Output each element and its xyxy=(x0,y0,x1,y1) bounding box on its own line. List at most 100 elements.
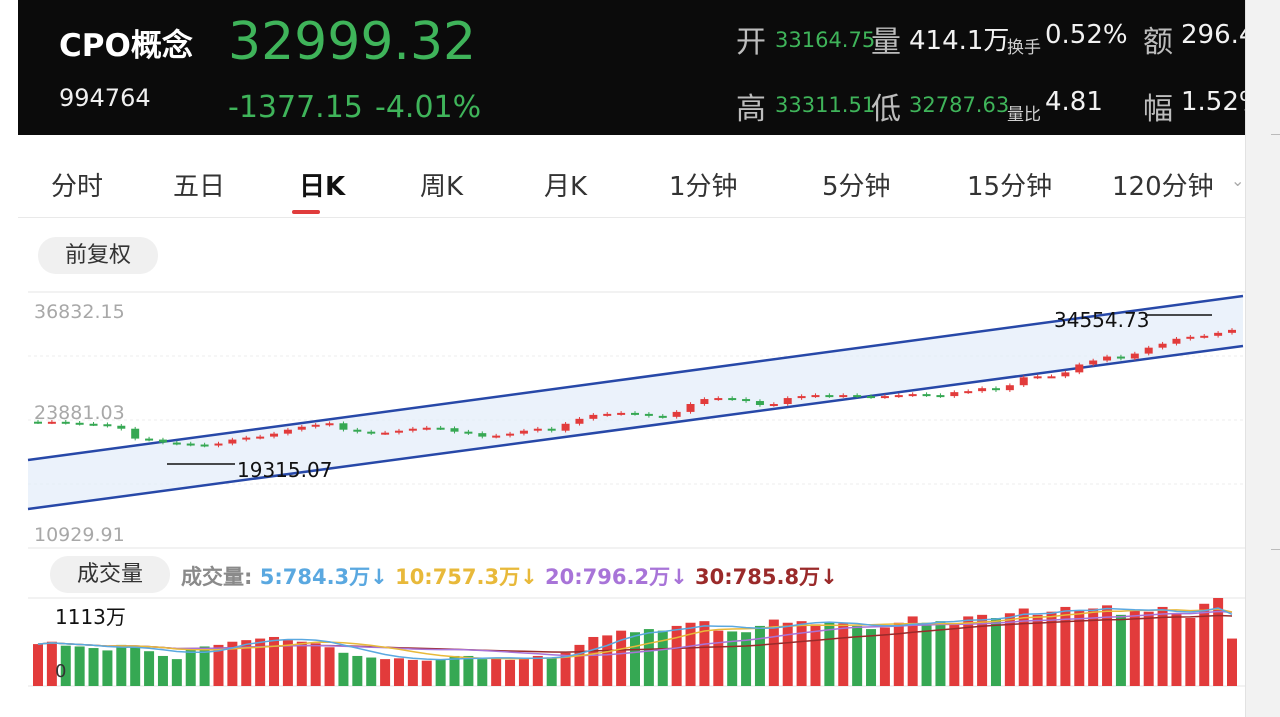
candle xyxy=(353,429,362,432)
ma30-arrow: ↓ xyxy=(820,565,838,589)
volume-bar xyxy=(643,629,654,686)
volume-bar xyxy=(907,616,918,686)
volume-bar xyxy=(463,655,474,686)
volume-bar xyxy=(269,636,280,686)
volume-bar xyxy=(1143,611,1154,686)
candle xyxy=(1158,343,1167,348)
candle xyxy=(922,394,931,397)
candle xyxy=(1200,335,1209,338)
tab-5min[interactable]: 5分钟 xyxy=(822,172,891,202)
ma5-arrow: ↓ xyxy=(370,565,388,589)
volume-bar xyxy=(921,622,932,686)
candle xyxy=(519,430,528,434)
volume-bar xyxy=(824,622,835,686)
volume-bar xyxy=(1199,603,1210,686)
open-value: 33164.75 xyxy=(775,28,876,52)
trend-channel-lower-line xyxy=(27,344,1244,511)
candle xyxy=(381,432,390,435)
edge-tick xyxy=(1271,549,1280,550)
volume-bar xyxy=(491,658,502,686)
tab-daily-k[interactable]: 日K xyxy=(299,172,346,202)
quote-header: CPO概念 994764 32999.32 -1377.15 -4.01% 开 … xyxy=(18,0,1245,135)
volume-bar xyxy=(102,650,113,686)
candle xyxy=(839,395,848,398)
ma10-value: 10:757.3万 xyxy=(395,565,521,589)
candle xyxy=(242,437,251,440)
candle xyxy=(1019,377,1028,386)
tab-120min[interactable]: 120分钟 xyxy=(1112,172,1214,202)
candle xyxy=(297,426,306,430)
tab-five-day[interactable]: 五日 xyxy=(173,172,226,202)
volume-bar xyxy=(116,644,127,686)
volume-bar xyxy=(1129,610,1140,686)
trend-channel-upper-line xyxy=(27,294,1244,462)
volume-bar xyxy=(630,632,640,686)
volume-bar xyxy=(1102,605,1113,686)
volume-bar xyxy=(185,648,196,686)
volume-max-label: 1113万 xyxy=(55,605,126,629)
volume-tag-button[interactable]: 成交量 xyxy=(50,556,170,593)
volume-bar xyxy=(74,646,85,686)
volume-bar xyxy=(407,659,418,686)
volume-bar xyxy=(338,652,349,686)
volume-bar xyxy=(588,636,599,686)
candle xyxy=(1033,376,1042,379)
last-price: 32999.32 xyxy=(228,12,477,72)
volume-value: 414.1万 xyxy=(909,26,1010,56)
adjust-button[interactable]: 前复权 xyxy=(38,237,158,274)
candle xyxy=(325,423,334,426)
amplitude-value: 1.52% xyxy=(1181,87,1245,117)
candle xyxy=(186,443,195,446)
chevron-down-icon[interactable]: ⌄ xyxy=(1231,171,1245,190)
candle xyxy=(950,392,959,397)
volume-zero-label: 0 xyxy=(55,661,66,682)
ma10-arrow: ↓ xyxy=(520,565,538,589)
high-value: 33311.51 xyxy=(775,93,876,117)
candle xyxy=(256,436,265,439)
volume-bar xyxy=(255,638,266,686)
volume-label: 量 xyxy=(871,25,901,60)
tab-15min[interactable]: 15分钟 xyxy=(967,172,1053,202)
y-axis-label: 10929.91 xyxy=(34,524,125,546)
candle xyxy=(547,428,556,431)
volume-bar xyxy=(435,659,446,686)
volume-bar xyxy=(477,659,488,686)
volume-legend-prefix: 成交量: xyxy=(181,565,253,589)
candle xyxy=(436,427,445,430)
turnover-value: 0.52% xyxy=(1045,20,1128,50)
tab-intraday[interactable]: 分时 xyxy=(51,172,104,202)
volume-bar xyxy=(33,644,43,686)
volume-bar xyxy=(380,659,391,686)
open-label: 开 xyxy=(736,25,766,60)
ma5-value: 5:784.3万 xyxy=(259,565,371,589)
candle xyxy=(158,439,167,443)
tab-monthly-k[interactable]: 月K xyxy=(544,172,588,202)
volume-bar xyxy=(1185,618,1196,686)
amount-label: 额 xyxy=(1143,25,1173,60)
candle xyxy=(1047,376,1056,379)
trend-channel-fill xyxy=(28,296,1243,509)
volume-bar xyxy=(213,644,224,686)
volume-bar xyxy=(310,643,321,686)
candle xyxy=(603,413,612,416)
candle xyxy=(561,423,570,431)
ma20-value: 20:796.2万 xyxy=(545,565,671,589)
volume-bar xyxy=(657,630,668,686)
candle xyxy=(936,395,945,398)
candle xyxy=(672,411,681,417)
candle xyxy=(131,428,140,439)
tab-weekly-k[interactable]: 周K xyxy=(420,172,464,202)
tab-1min[interactable]: 1分钟 xyxy=(669,172,738,202)
volume-bar xyxy=(685,622,696,686)
candle xyxy=(1144,347,1153,354)
volume-bar xyxy=(144,651,155,686)
candle xyxy=(1214,332,1223,336)
volume-bar xyxy=(560,652,571,686)
volume-bar xyxy=(130,646,141,686)
volume-bar xyxy=(46,641,57,686)
volume-bar xyxy=(282,640,293,686)
candle xyxy=(478,433,487,437)
volume-bar xyxy=(1171,613,1182,686)
volume-bar xyxy=(879,627,890,686)
low-label: 低 xyxy=(871,92,901,127)
